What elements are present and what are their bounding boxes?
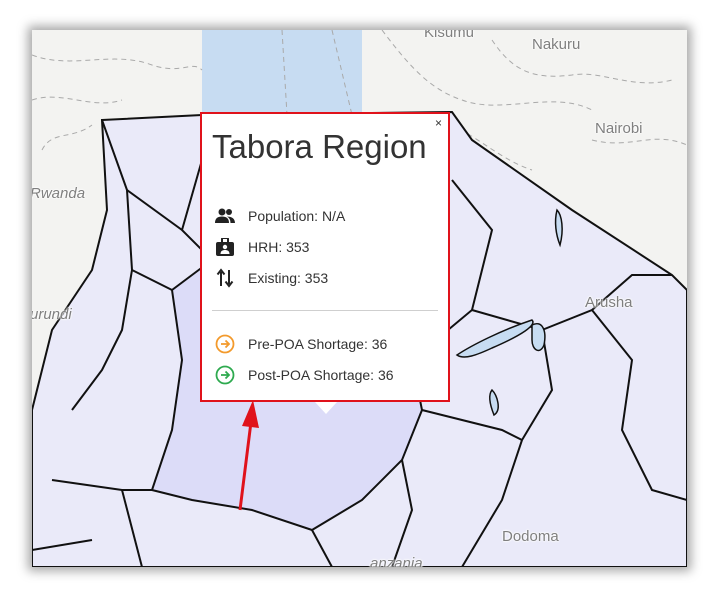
hrh-row: HRH: 353 <box>214 237 309 257</box>
place-label-arusha: Arusha <box>585 294 633 311</box>
popup-title: Tabora Region <box>212 128 427 165</box>
arrow-circle-right-icon <box>214 365 236 385</box>
hrh-text: HRH: 353 <box>248 239 310 255</box>
lake-victoria <box>202 30 362 115</box>
pre-poa-row: Pre-POA Shortage: 36 <box>214 334 387 354</box>
place-label-tanzania: anzania <box>370 555 423 567</box>
map-view[interactable]: Kisumu Nakuru Nairobi Rwanda urundi Arus… <box>32 30 687 567</box>
place-label-nairobi: Nairobi <box>595 120 643 137</box>
region-popup: × Tabora Region Population: N/A <box>200 112 450 402</box>
post-poa-text: Post-POA Shortage: 36 <box>248 367 394 383</box>
place-label-rwanda: Rwanda <box>32 185 86 202</box>
place-label-burundi: urundi <box>32 306 72 323</box>
population-text: Population: N/A <box>248 208 346 224</box>
small-lakes <box>455 208 563 417</box>
population-row: Population: N/A <box>214 206 345 226</box>
popup-tip <box>315 402 337 414</box>
people-icon <box>214 206 236 226</box>
existing-row: Existing: 353 <box>214 268 328 288</box>
pre-poa-text: Pre-POA Shortage: 36 <box>248 336 388 352</box>
swap-vertical-icon <box>214 268 236 288</box>
post-poa-row: Post-POA Shortage: 36 <box>214 365 394 385</box>
popup-divider <box>212 310 438 311</box>
close-button[interactable]: × <box>434 116 442 130</box>
place-label-dodoma: Dodoma <box>502 528 559 545</box>
place-label-nakuru: Nakuru <box>532 36 581 53</box>
place-label-kisumu: Kisumu <box>424 30 475 41</box>
region-borders <box>32 115 687 567</box>
badge-icon <box>214 237 236 257</box>
existing-text: Existing: 353 <box>248 270 329 286</box>
arrow-circle-right-icon <box>214 334 236 354</box>
